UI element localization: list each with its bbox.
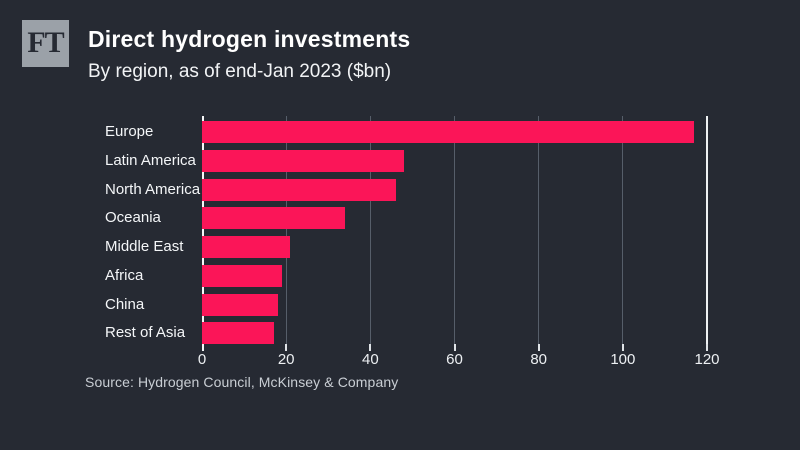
bar (202, 149, 404, 172)
axis-baseline (202, 116, 204, 351)
axis-tick-mark (369, 344, 372, 351)
category-label: China (105, 295, 145, 313)
chart-subtitle: By region, as of end-Jan 2023 ($bn) (88, 61, 392, 82)
category-label: Europe (105, 123, 154, 140)
value-gridline (285, 116, 287, 351)
plot-area (202, 116, 708, 351)
bar (202, 178, 396, 201)
x-tick-label: 80 (530, 351, 547, 368)
axis-tick-mark (621, 344, 624, 351)
value-gridline (454, 116, 455, 351)
bar (202, 207, 346, 230)
x-tick-label: 20 (277, 351, 295, 368)
bar (202, 322, 274, 345)
axis-tick-mark (453, 344, 456, 351)
category-label: Rest of Asia (105, 324, 186, 342)
value-gridline (369, 116, 371, 351)
chart-title: Direct hydrogen investments (88, 26, 411, 52)
value-gridline (538, 116, 540, 351)
axis-tick-mark (537, 344, 540, 351)
bar (202, 264, 282, 287)
category-label: Oceania (105, 209, 161, 227)
ft-logo-text: FT (27, 25, 64, 59)
x-tick-label: 120 (694, 351, 720, 368)
category-label: North America (105, 180, 201, 198)
x-tick-label: 60 (446, 351, 463, 368)
axis-tick-mark (706, 344, 708, 351)
x-tick-label: 0 (197, 351, 207, 368)
x-tick-label: 40 (361, 351, 379, 368)
bar (202, 236, 291, 258)
value-gridline (706, 116, 708, 351)
axis-tick-mark (285, 344, 288, 351)
category-label: Middle East (105, 238, 184, 255)
category-label: Africa (105, 266, 144, 284)
bar (202, 293, 278, 316)
value-gridline (622, 116, 624, 351)
source-note: Source: Hydrogen Council, McKinsey & Com… (85, 374, 399, 390)
ft-logo: FT (22, 20, 69, 67)
x-tick-label: 100 (610, 351, 636, 368)
bar (202, 121, 695, 143)
category-label: Latin America (105, 151, 196, 169)
